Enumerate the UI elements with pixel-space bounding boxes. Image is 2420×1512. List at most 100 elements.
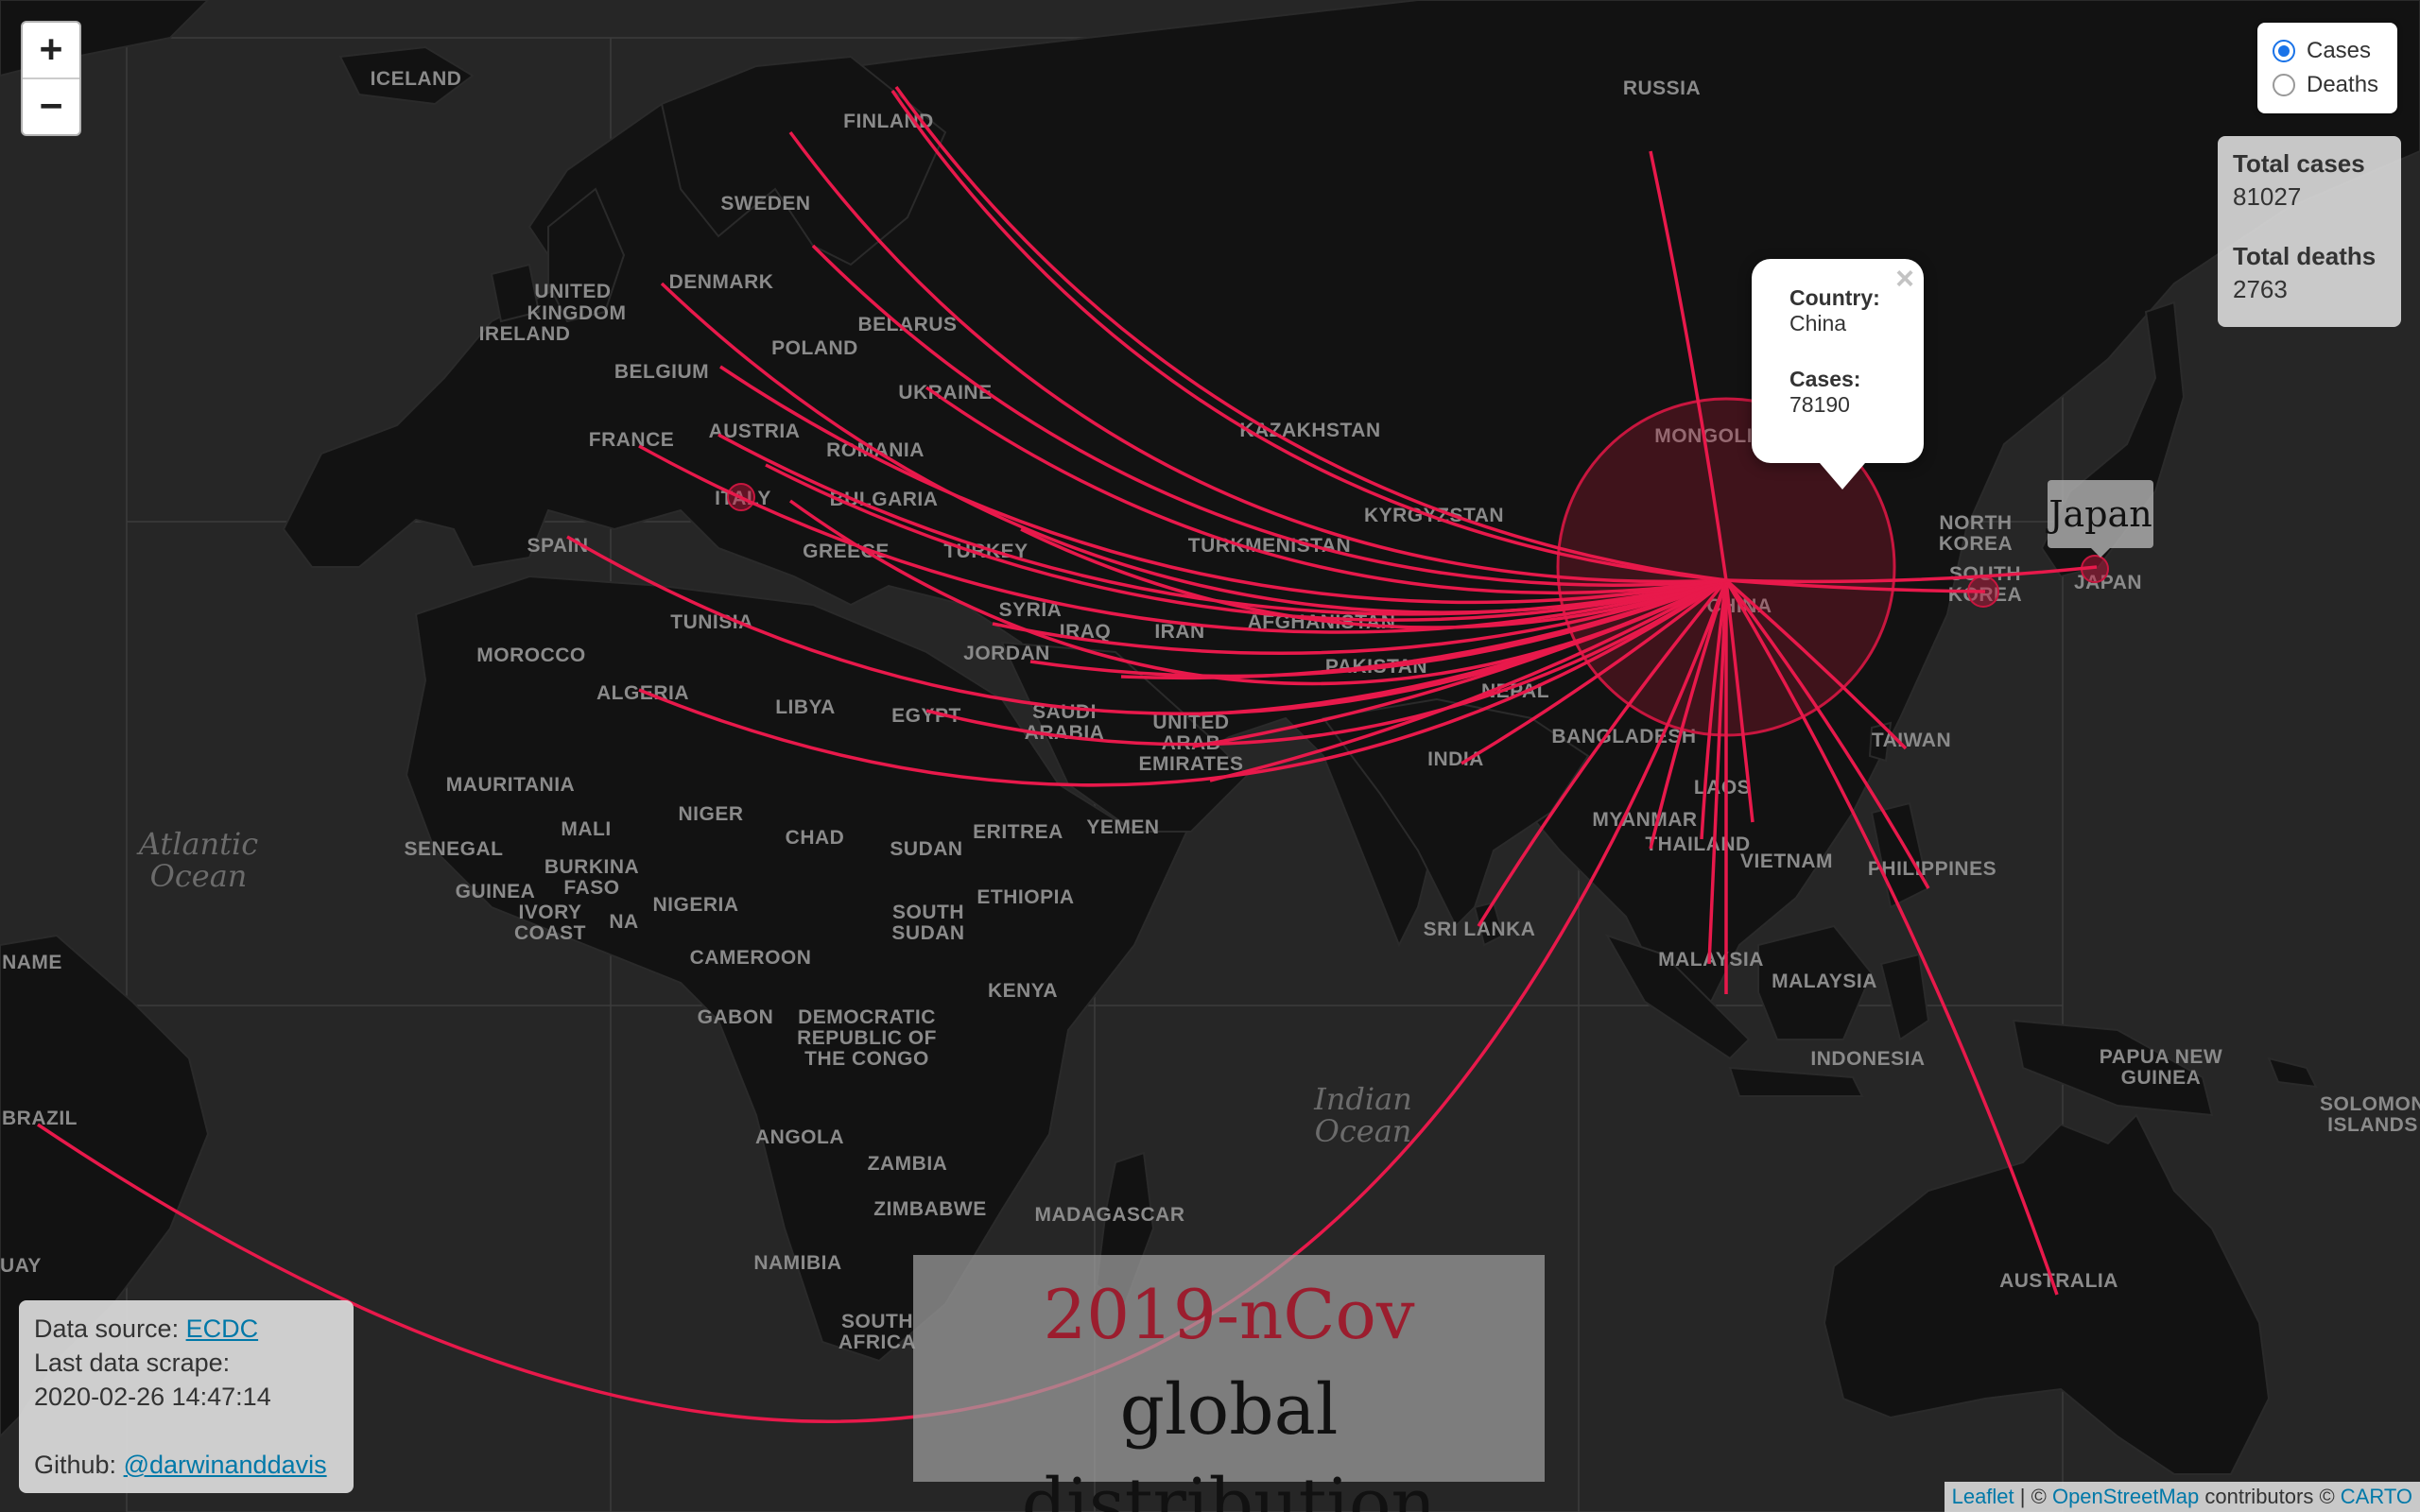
flight-arc-17 bbox=[1198, 578, 1727, 716]
map-label-suriname: NAME bbox=[2, 952, 62, 973]
map-label-angola: ANGOLA bbox=[755, 1126, 844, 1148]
map-label-sweden: SWEDEN bbox=[720, 193, 810, 215]
map-label-ireland: IRELAND bbox=[479, 323, 571, 345]
flight-arc-16 bbox=[1209, 578, 1727, 782]
deaths-radio-label[interactable]: Deaths bbox=[2307, 72, 2379, 97]
map-label-solomon-1: SOLOMON bbox=[2320, 1093, 2420, 1115]
land-solomon bbox=[2267, 1057, 2318, 1089]
flight-arc-29 bbox=[1725, 578, 1986, 593]
map-label-south-korea-1: SOUTH bbox=[1949, 563, 2021, 585]
zoom-control: + − bbox=[21, 21, 81, 136]
map-label-bulgaria: BULGARIA bbox=[830, 489, 939, 510]
popup-country-label: Country: bbox=[1789, 285, 1880, 310]
map-label-zimbabwe: ZIMBABWE bbox=[873, 1198, 986, 1220]
map-label-south-africa-1: SOUTH bbox=[841, 1311, 913, 1332]
map-label-north-korea-1: NORTH bbox=[1939, 512, 2012, 534]
land-sulawesi bbox=[1879, 953, 1930, 1041]
landmasses bbox=[0, 0, 2420, 1475]
japan-tooltip: Japan bbox=[2048, 480, 2153, 558]
data-source-label: Data source: bbox=[34, 1314, 180, 1343]
flight-arc-10 bbox=[638, 578, 1727, 787]
zoom-in-button[interactable]: + bbox=[39, 27, 63, 71]
flight-arc-19 bbox=[1477, 578, 1728, 927]
flight-arc-18 bbox=[1461, 578, 1728, 765]
map-label-kingdom: KINGDOM bbox=[527, 302, 627, 324]
attribution-sep: | © bbox=[2019, 1485, 2047, 1508]
map-label-brazil: BRAZIL bbox=[2, 1108, 78, 1129]
map-label-turkey: TURKEY bbox=[943, 541, 1028, 562]
map-label-thailand: THAILAND bbox=[1645, 833, 1750, 855]
map-label-coast: COAST bbox=[514, 922, 586, 944]
map-label-syria: SYRIA bbox=[999, 599, 1063, 621]
layer-option-cases[interactable]: Cases bbox=[2257, 34, 2397, 68]
map-label-senegal: SENEGAL bbox=[404, 838, 503, 860]
map-label-faso: FASO bbox=[563, 877, 619, 899]
map-label-south-korea-2: KOREA bbox=[1948, 584, 2022, 606]
totals-panel: Total cases 81027 Total deaths 2763 bbox=[2218, 136, 2401, 327]
map-label-south-africa-2: AFRICA bbox=[838, 1332, 916, 1353]
map-label-austria: AUSTRIA bbox=[709, 421, 801, 442]
land-australia bbox=[1823, 1113, 2271, 1475]
land-britain bbox=[547, 187, 626, 323]
flight-arc-27 bbox=[1724, 579, 2059, 1296]
osm-link[interactable]: OpenStreetMap bbox=[2051, 1485, 2200, 1508]
map-label-france: FRANCE bbox=[589, 429, 675, 451]
map-label-ethiopia: ETHIOPIA bbox=[977, 886, 1074, 908]
flight-arc-12 bbox=[992, 578, 1727, 656]
land-india bbox=[1322, 697, 1590, 928]
flight-arc-26 bbox=[1724, 578, 1930, 889]
map-label-north-korea-2: KOREA bbox=[1939, 533, 2013, 555]
map-label-atlantic-ocean: Ocean bbox=[150, 858, 248, 894]
layer-control: Cases Deaths bbox=[2257, 23, 2397, 113]
title-line-2: global distribution bbox=[1021, 1369, 1437, 1512]
layer-option-deaths[interactable]: Deaths bbox=[2257, 68, 2397, 102]
carto-link[interactable]: CARTO bbox=[2340, 1485, 2412, 1508]
flight-arc-31 bbox=[811, 244, 1727, 587]
map-label-indian-ocean: Ocean bbox=[1315, 1113, 1412, 1149]
map-label-spain: SPAIN bbox=[527, 535, 588, 557]
flight-arc-28 bbox=[1725, 565, 2098, 584]
ecdc-link[interactable]: ECDC bbox=[185, 1314, 259, 1343]
github-link[interactable]: @darwinanddavis bbox=[123, 1451, 327, 1479]
flight-arc-7 bbox=[890, 90, 1727, 582]
flight-arc-21 bbox=[1700, 579, 1728, 840]
popup-cases-value: 78190 bbox=[1789, 392, 1850, 417]
map-label-belarus: BELARUS bbox=[857, 314, 957, 335]
map-label-nepal: NEPAL bbox=[1481, 680, 1549, 702]
map-label-australia: AUSTRALIA bbox=[1999, 1270, 2118, 1292]
map-attribution: Leaflet | © OpenStreetMap contributors ©… bbox=[1944, 1482, 2420, 1512]
map-label-united: UNITED bbox=[534, 281, 611, 302]
map-label-eritrea: ERITREA bbox=[973, 821, 1063, 843]
land-sumatra bbox=[1604, 934, 1751, 1060]
zoom-out-button[interactable]: − bbox=[23, 77, 79, 134]
map-label-uruguay: UAY bbox=[0, 1255, 42, 1277]
map-label-denmark: DENMARK bbox=[669, 271, 774, 293]
total-cases-value: 81027 bbox=[2233, 182, 2302, 211]
flight-arc-20 bbox=[1649, 579, 1728, 850]
map-label-gabon: GABON bbox=[698, 1006, 774, 1028]
flight-arc-23 bbox=[1707, 579, 1728, 965]
map-label-iceland: ICELAND bbox=[371, 68, 462, 90]
flight-arc-6 bbox=[765, 463, 1727, 622]
map-label-laos: LAOS bbox=[1694, 777, 1751, 799]
map-label-jordan: JORDAN bbox=[963, 643, 1050, 664]
map-label-sri-lanka: SRI LANKA bbox=[1424, 919, 1536, 940]
map-label-png-2: GUINEA bbox=[2121, 1067, 2202, 1089]
map-label-ivory: IVORY bbox=[518, 902, 581, 923]
popup-close-icon[interactable]: × bbox=[1895, 261, 1914, 297]
map-label-namibia: NAMIBIA bbox=[753, 1252, 841, 1274]
cases-radio-label[interactable]: Cases bbox=[2307, 38, 2372, 63]
leaflet-link[interactable]: Leaflet bbox=[1951, 1485, 2014, 1508]
map-label-uae-3: EMIRATES bbox=[1139, 753, 1244, 775]
info-panel: Data source: ECDC Last data scrape: 2020… bbox=[19, 1300, 354, 1493]
map-label-south-sudan-1: SOUTH bbox=[892, 902, 964, 923]
map-label-zambia: ZAMBIA bbox=[868, 1153, 948, 1175]
map-label-burkina: BURKINA bbox=[544, 856, 639, 878]
map-label-madagascar: MADAGASCAR bbox=[1035, 1204, 1185, 1226]
flight-arc-33 bbox=[1020, 527, 1727, 629]
cases-radio[interactable] bbox=[2273, 40, 2295, 62]
map-label-south-sudan-2: SUDAN bbox=[891, 922, 964, 944]
deaths-radio[interactable] bbox=[2273, 74, 2295, 96]
